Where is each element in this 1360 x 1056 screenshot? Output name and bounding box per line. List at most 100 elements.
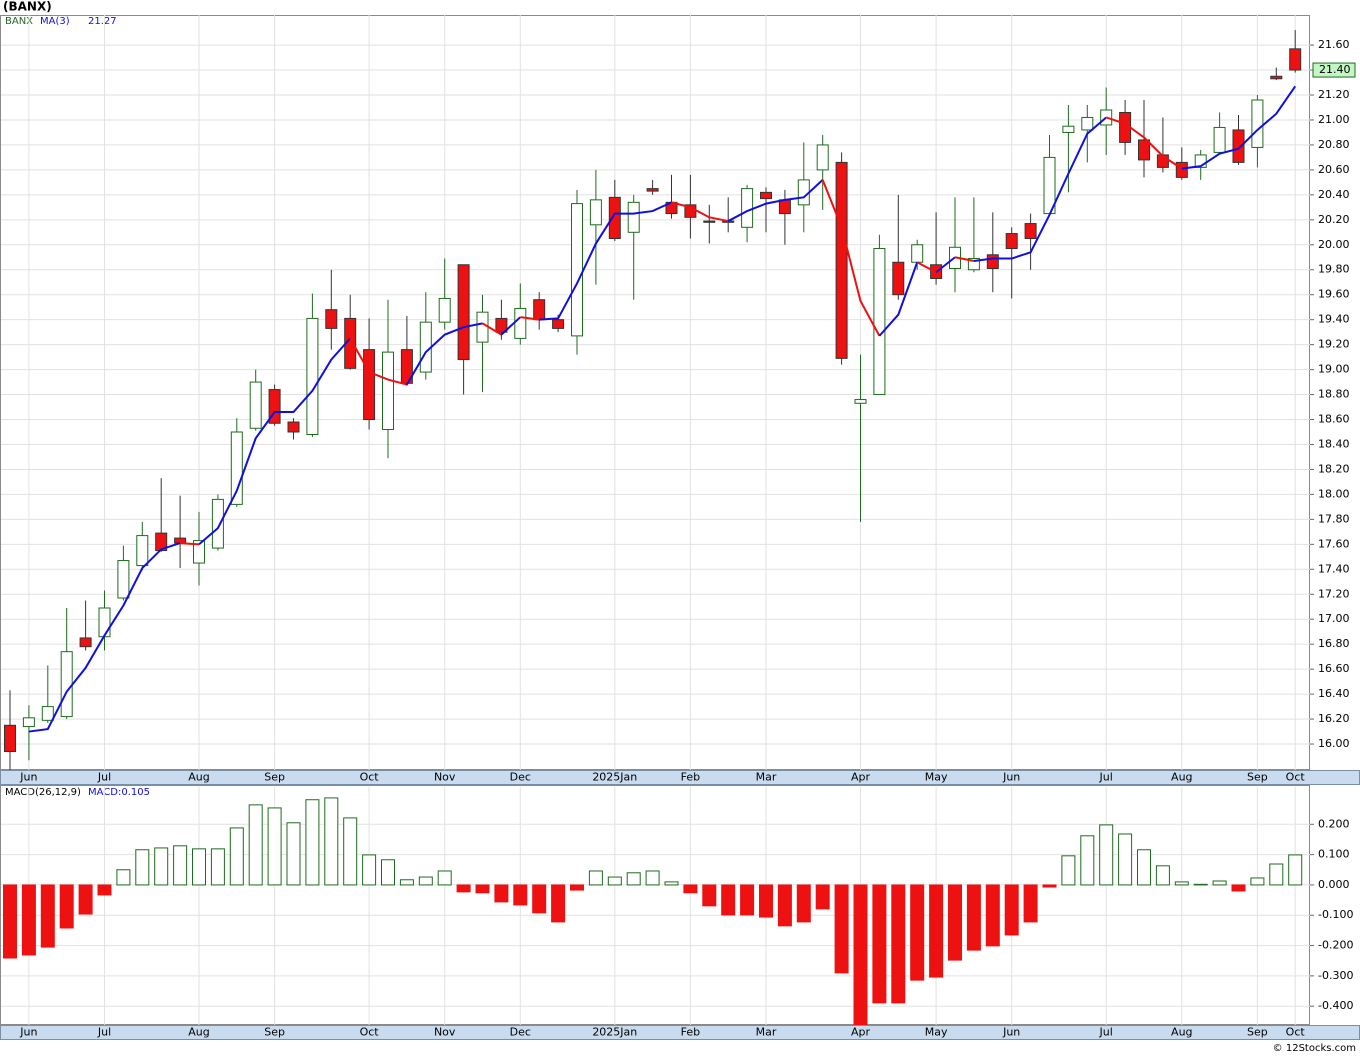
moving-average-line [500,316,521,336]
candle-body [22,717,35,728]
x-tick-label: Sep [264,771,285,784]
candle-body [646,188,659,192]
last-price-label: 21.40 [1319,63,1351,76]
y-tick-label: 21.20 [1318,88,1350,101]
candle-body [117,560,130,599]
macd-bar [853,884,868,1025]
candle-body [835,161,848,359]
y-tick-label: 19.80 [1318,263,1350,276]
y-tick-label: 21.00 [1318,113,1350,126]
candle-body [1270,75,1283,80]
macd-bar [135,849,150,886]
macd-value: MACD:0.105 [88,787,150,798]
y-tick-label: 16.00 [1318,737,1350,750]
y-tick-label: 17.80 [1318,512,1350,525]
candle-body [1175,161,1188,178]
x-tick-label: Mar [756,1026,777,1039]
macd-bar [1174,881,1189,886]
x-tick-label: Dec [510,1026,531,1039]
x-tick-label: Feb [681,1026,700,1039]
x-tick-label: Sep [264,1026,285,1039]
moving-average-line [1105,116,1183,170]
x-tick-label: Dec [510,771,531,784]
macd-bar [513,884,528,906]
x-tick-label: Jun [19,1026,37,1039]
macd-bar [645,870,660,886]
symbol-label: BANX [5,16,33,27]
candle-body [382,351,394,431]
moving-average-line [954,256,975,262]
x-tick-label: Aug [188,771,209,784]
macd-bar [229,827,244,886]
macd-bar [399,879,414,886]
moving-average-line [916,261,937,274]
macd-bar [210,848,225,886]
macd-bar [343,817,358,886]
page-title: (BANX) [3,0,52,14]
y-tick-label: 20.20 [1318,213,1350,226]
candle-body [495,317,508,333]
x-tick-label: Jul [97,771,111,784]
footer: © 12Stocks.com [1273,1043,1356,1054]
x-tick-label: Oct [1286,1026,1306,1039]
macd-bar [59,884,74,929]
macd-bar [626,872,641,886]
y-tick-label: 18.80 [1318,388,1350,401]
macd-bar [872,884,887,1004]
x-tick-label: Oct [360,771,380,784]
moving-average-line [180,542,200,546]
candle-body [986,254,999,269]
candle-body [1289,48,1302,71]
candle-body [854,399,867,404]
y-tick-label: -0.200 [1318,939,1353,952]
y-tick-label: 17.40 [1318,562,1350,575]
macd-bar [1269,863,1284,886]
candle-body [514,307,527,339]
x-tick-label: Nov [434,1026,456,1039]
macd-bar [551,884,566,923]
macd-bar [1004,884,1019,936]
y-tick-label: 19.60 [1318,288,1350,301]
x-tick-label: Sep [1247,1026,1268,1039]
macd-bar [1099,824,1114,886]
moving-average-line [973,116,1107,262]
macd-bar [796,884,811,923]
candle-body [1138,139,1150,161]
x-tick-label: Apr [851,1026,871,1039]
macd-bar [664,881,679,886]
y-tick-label: 19.00 [1318,363,1350,376]
macd-bar [362,854,377,886]
candle-body [873,248,886,396]
macd-bar [834,884,849,974]
x-tick-label: 2025Jan [592,771,637,784]
y-tick-label: 20.00 [1318,238,1350,251]
y-tick-label: 18.20 [1318,462,1350,475]
candle-body [1100,109,1113,126]
macd-bar [1080,835,1095,886]
macd-bar [815,884,830,910]
x-tick-label: Jul [1099,1026,1113,1039]
macd-bar [1231,884,1246,892]
macd-bar [532,884,547,914]
moving-average-line [821,179,881,337]
macd-bar [759,884,773,918]
macd-bar [985,884,1000,947]
macd-bar [494,884,509,903]
candle-body [1251,99,1264,148]
y-tick-label: 0.100 [1318,848,1350,861]
x-tick-label: Aug [188,1026,209,1039]
candle-body [306,317,319,435]
y-tick-label: 20.60 [1318,163,1350,176]
candle-body [363,349,376,421]
candle-body [174,537,187,544]
y-tick-label: 0.000 [1318,878,1350,891]
y-tick-label: -0.300 [1318,969,1353,982]
moving-average-line [520,316,540,321]
macd-bar [475,884,490,894]
y-tick-label: 18.00 [1318,487,1350,500]
macd-bar [891,884,906,1004]
candle-body [778,199,791,215]
candle-body [287,421,300,433]
y-tick-label: 19.20 [1318,338,1350,351]
y-tick-label: 21.60 [1318,38,1350,51]
